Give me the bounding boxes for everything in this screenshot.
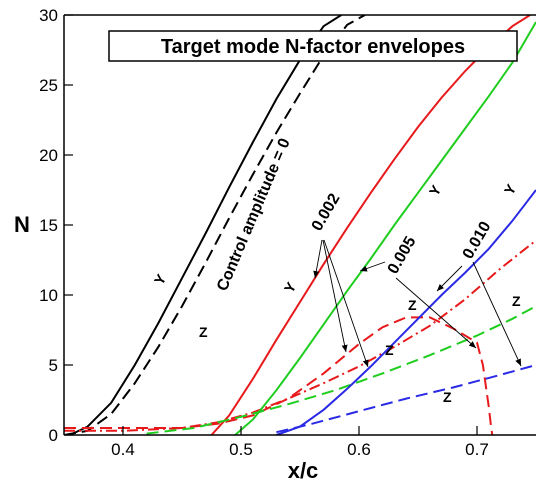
chart-title: Target mode N-factor envelopes	[161, 36, 465, 58]
label-y-green: Y	[426, 182, 445, 199]
label-y-red: Y	[281, 279, 300, 296]
label-z-red-lower: Z	[385, 342, 394, 358]
y-axis-title: N	[14, 212, 30, 237]
arrow-0002-to-red-y	[313, 239, 323, 279]
series-line-0	[69, 15, 342, 435]
label-z-red-upper: Z	[408, 297, 417, 313]
x-axis-title: x/c	[288, 458, 319, 483]
arrow-0002-to-red-dashdot	[323, 239, 369, 368]
arrow-0010-to-blue-y	[436, 265, 463, 292]
y-tick-label-2: 10	[39, 286, 58, 305]
x-tick-label-2: 0.6	[347, 440, 371, 459]
y-tick-label-1: 5	[49, 356, 58, 375]
y-tick-label-6: 30	[39, 6, 58, 25]
label-z-black: Z	[199, 324, 208, 340]
annotation-control-amplitude: Control amplitude = 0	[214, 136, 294, 294]
leader-arrows	[313, 239, 522, 368]
x-tick-label-1: 0.5	[229, 440, 253, 459]
series-line-6	[146, 305, 536, 435]
y-tick-label-5: 25	[39, 76, 58, 95]
annotation-amplitude-0005: 0.005	[385, 234, 420, 277]
label-z-green: Z	[512, 293, 521, 309]
label-y-black: Y	[151, 271, 170, 288]
arrow-0005-to-green-y	[359, 261, 386, 272]
y-tick-label-4: 20	[39, 146, 58, 165]
y-tick-label-0: 0	[49, 426, 58, 445]
y-tick-label-3: 15	[39, 216, 58, 235]
series-layer	[64, 15, 536, 435]
series-line-7	[276, 189, 536, 435]
ticks-layer: 0.4 0.5 0.6 0.7 0 5 10 15 20 25 30	[39, 6, 489, 459]
series-line-4	[64, 316, 494, 435]
series-line-8	[276, 364, 536, 434]
arrow-0010-to-blue-z	[472, 261, 522, 367]
series-line-1	[64, 15, 366, 435]
annotation-amplitude-0010: 0.010	[460, 219, 495, 262]
x-tick-label-3: 0.7	[465, 440, 489, 459]
label-z-blue: Z	[443, 389, 452, 405]
annotation-amplitude-0002: 0.002	[309, 191, 344, 234]
label-y-blue: Y	[501, 181, 520, 198]
series-line-3	[64, 239, 536, 432]
title-box	[108, 30, 518, 62]
series-line-5	[234, 21, 536, 435]
arrow-0005-to-green-z	[395, 277, 477, 349]
arrow-0002-to-red-z	[322, 239, 348, 353]
x-tick-label-0: 0.4	[111, 440, 135, 459]
